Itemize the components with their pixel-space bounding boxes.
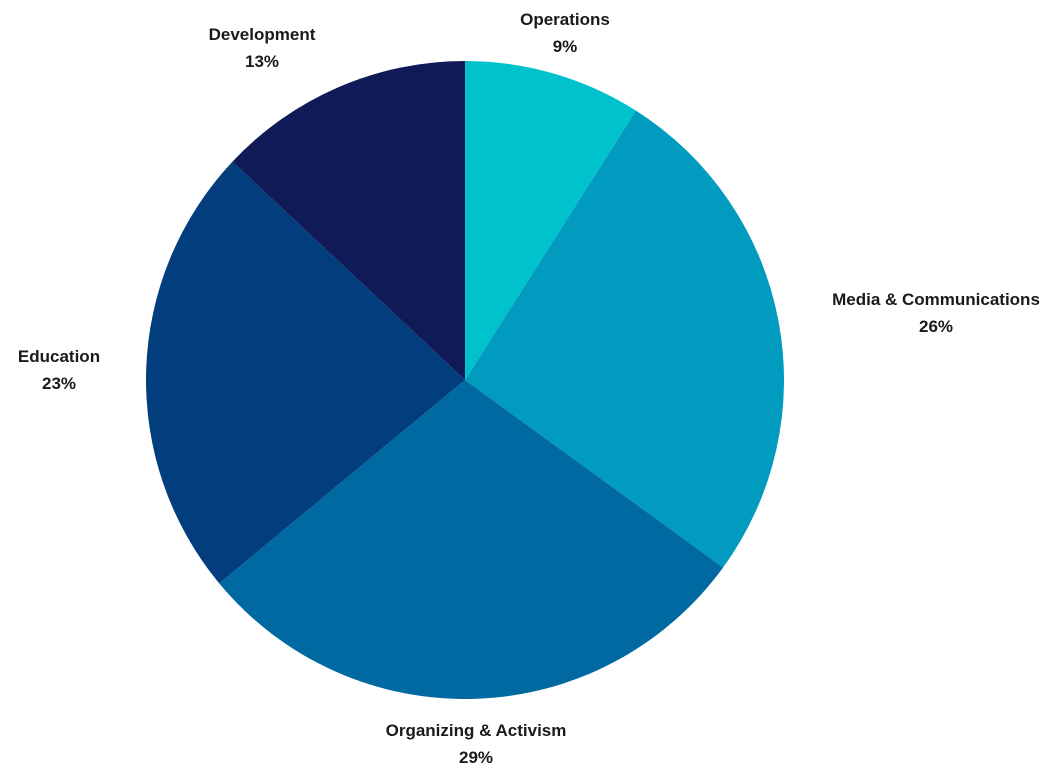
slice-value-education: 23% [42, 374, 76, 393]
pie-slices [146, 61, 785, 699]
slice-label-development: Development [209, 25, 316, 44]
pie-slice-media-and-communications [465, 110, 785, 568]
slice-value-development: 13% [245, 52, 279, 71]
slice-value-media-and-communications: 26% [919, 317, 953, 336]
slice-label-media-and-communications: Media & Communications [832, 290, 1040, 309]
pie-slice-education [146, 161, 466, 584]
slice-value-organizing-and-activism: 29% [459, 748, 493, 765]
pie-slice-organizing-and-activism [219, 380, 724, 699]
pie-labels: Operations 9% Media & Communications 26% Org… [18, 10, 1040, 765]
slice-label-education: Education [18, 347, 100, 366]
slice-label-organizing-and-activism: Organizing & Activism [386, 721, 567, 740]
pie-slice-development [232, 61, 465, 380]
pie-slice-operations [465, 61, 636, 380]
slice-value-operations: 9% [553, 37, 578, 56]
slice-label-operations: Operations [520, 10, 610, 29]
